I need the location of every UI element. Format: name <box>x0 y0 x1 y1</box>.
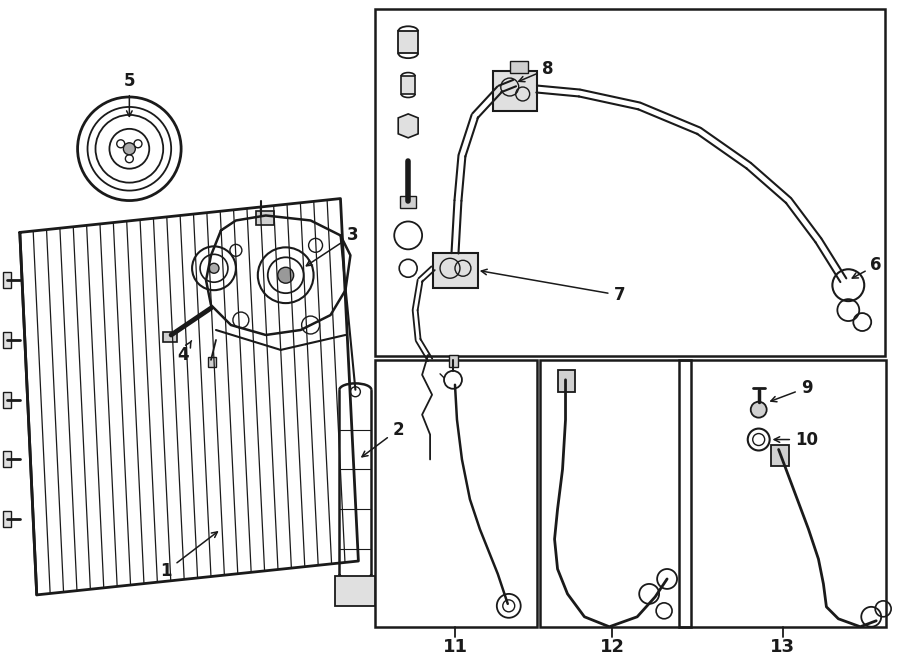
Bar <box>449 355 458 367</box>
Text: 6: 6 <box>852 256 882 278</box>
Text: 1: 1 <box>160 532 218 580</box>
Bar <box>679 360 886 627</box>
Bar <box>433 253 478 288</box>
Bar <box>375 360 536 627</box>
Bar <box>400 196 416 208</box>
Bar <box>3 332 11 348</box>
Text: 8: 8 <box>519 60 554 82</box>
Bar <box>398 31 418 53</box>
Bar <box>509 61 527 73</box>
Text: 4: 4 <box>177 340 192 364</box>
Text: 9: 9 <box>771 379 813 402</box>
Text: 3: 3 <box>306 227 358 266</box>
Bar <box>208 357 216 367</box>
Bar <box>493 71 536 111</box>
Polygon shape <box>398 114 418 137</box>
Text: 13: 13 <box>770 638 795 656</box>
Circle shape <box>123 143 135 155</box>
Text: 5: 5 <box>123 72 135 116</box>
Text: 7: 7 <box>482 269 625 304</box>
Bar <box>256 210 274 225</box>
Circle shape <box>278 267 293 283</box>
Bar <box>540 360 691 627</box>
Text: 2: 2 <box>362 420 404 457</box>
Bar <box>3 272 11 288</box>
Bar <box>770 444 788 467</box>
Bar <box>336 576 375 606</box>
Bar <box>163 332 177 342</box>
Text: 11: 11 <box>443 638 467 656</box>
Bar <box>3 392 11 408</box>
Bar <box>3 451 11 467</box>
Circle shape <box>751 402 767 418</box>
Bar <box>401 76 415 94</box>
Bar <box>3 511 11 527</box>
Bar <box>557 370 575 392</box>
Text: 12: 12 <box>599 638 625 656</box>
Bar <box>375 9 886 356</box>
Text: 10: 10 <box>774 430 818 449</box>
Circle shape <box>209 263 219 273</box>
